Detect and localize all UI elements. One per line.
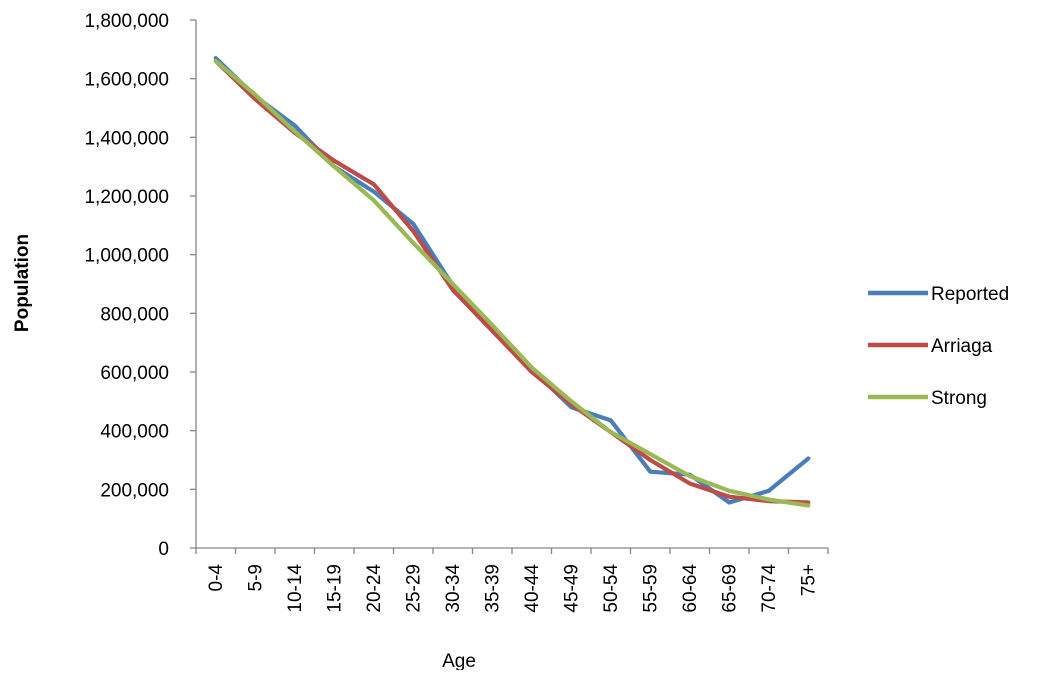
y-tick-label: 1,600,000 — [84, 70, 169, 91]
x-tick-label: 65-69 — [719, 564, 740, 613]
x-tick-label: 45-49 — [561, 564, 582, 613]
y-axis-title: Population — [12, 234, 33, 332]
x-tick-label: 20-24 — [364, 564, 385, 613]
legend-label-reported: Reported — [931, 284, 1009, 305]
x-tick-label: 15-19 — [324, 564, 345, 613]
x-tick-label: 60-64 — [680, 564, 701, 613]
x-axis: 0-4 5-9 10-14 15-19 20-24 25-29 30-34 35-39 40-4… — [195, 547, 829, 613]
y-tick-label: 200,000 — [100, 480, 169, 501]
series-line-reported — [213, 55, 811, 505]
y-tick-label: 1,200,000 — [84, 187, 169, 208]
x-tick-label: 30-34 — [443, 564, 464, 613]
x-axis-title: Age — [442, 651, 476, 670]
legend-label-arriaga: Arriaga — [931, 336, 993, 357]
y-tick-label: 400,000 — [100, 422, 169, 443]
y-tick-label: 600,000 — [100, 363, 169, 384]
y-tick-label: 1,400,000 — [84, 128, 169, 149]
x-tick-label: 70-74 — [759, 564, 780, 613]
x-tick-label: 40-44 — [522, 564, 543, 613]
y-tick-label: 1,000,000 — [84, 246, 169, 267]
y-tick-label: 800,000 — [100, 304, 169, 325]
x-tick-label: 25-29 — [403, 564, 424, 613]
series-line-arriaga — [213, 58, 811, 505]
x-tick-label: 5-9 — [245, 564, 266, 591]
y-axis: 0 200,000 400,000 600,000 800,000 1,000,000 1,… — [84, 11, 197, 560]
x-tick-label: 10-14 — [285, 564, 306, 613]
legend-label-strong: Strong — [931, 388, 987, 409]
x-tick-label: 0-4 — [206, 564, 227, 592]
legend: Reported Arriaga Strong — [868, 284, 1009, 409]
x-tick-label: 75+ — [798, 564, 819, 596]
x-tick-label: 35-39 — [482, 564, 503, 613]
series-line-strong — [213, 58, 811, 508]
series-lines — [213, 55, 811, 508]
y-tick-label: 1,800,000 — [84, 11, 169, 32]
y-tick-label: 0 — [158, 539, 169, 560]
x-tick-label: 50-54 — [601, 564, 622, 613]
x-tick-label: 55-59 — [640, 564, 661, 613]
